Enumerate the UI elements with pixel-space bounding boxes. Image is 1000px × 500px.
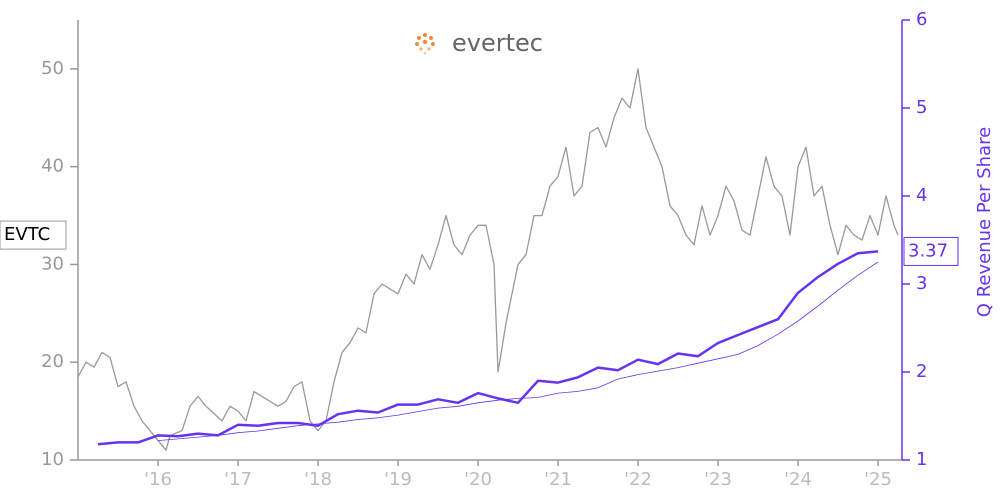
x-tick-label: '24 xyxy=(784,469,812,490)
y-tick-label: 40 xyxy=(41,156,64,177)
y2-tick-label: 1 xyxy=(916,449,927,470)
y2-tick-label: 6 xyxy=(916,9,927,30)
value-tag: 3.37 xyxy=(908,240,948,261)
y-tick-label: 10 xyxy=(41,449,64,470)
logo-text: evertec xyxy=(452,29,543,57)
price-tag: EVTC xyxy=(4,224,50,245)
y-tick-label: 50 xyxy=(41,58,64,79)
logo xyxy=(415,33,435,55)
x-tick-label: '21 xyxy=(544,469,572,490)
y2-tick-label: 5 xyxy=(916,97,927,118)
x-tick-label: '16 xyxy=(144,469,172,490)
x-tick-label: '22 xyxy=(624,469,652,490)
y2-tick-label: 2 xyxy=(916,361,927,382)
series-line xyxy=(97,250,879,446)
series-line xyxy=(77,68,899,451)
series-line xyxy=(157,261,879,441)
y-tick-label: 30 xyxy=(41,253,64,274)
value-tag-box xyxy=(903,236,959,266)
y2-tick-label: 4 xyxy=(916,185,927,206)
price-tag-box xyxy=(0,220,67,250)
x-tick-label: '25 xyxy=(864,469,892,490)
y2-tick-label: 3 xyxy=(916,273,927,294)
x-tick-label: '20 xyxy=(464,469,492,490)
y-tick-label: 20 xyxy=(41,351,64,372)
x-tick-label: '19 xyxy=(384,469,412,490)
x-tick-label: '23 xyxy=(704,469,732,490)
x-tick-label: '17 xyxy=(224,469,252,490)
y2-axis-label: Q Revenue Per Share xyxy=(974,127,995,317)
x-tick-label: '18 xyxy=(304,469,332,490)
